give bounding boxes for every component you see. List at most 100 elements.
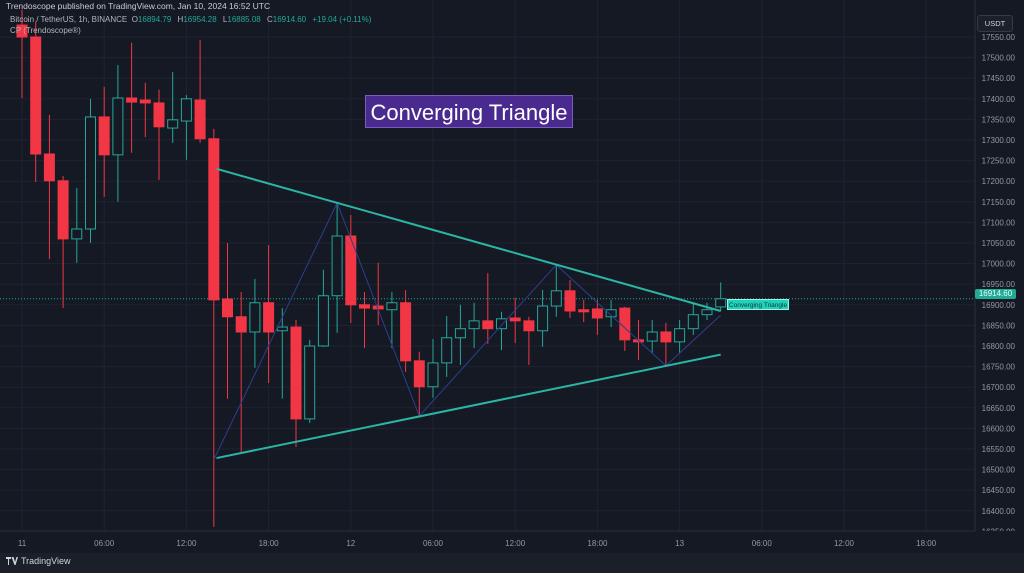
price-tick-label: 17550.00 bbox=[982, 33, 1016, 42]
candle-up bbox=[550, 290, 562, 307]
candle-up bbox=[687, 314, 699, 330]
candle-up bbox=[71, 228, 83, 240]
price-tick-label: 16600.00 bbox=[982, 424, 1016, 433]
candle-down bbox=[194, 99, 206, 140]
candle-down bbox=[57, 180, 69, 240]
candle-down bbox=[591, 308, 603, 319]
footer-bar bbox=[0, 553, 1024, 573]
time-tick-label: 06:00 bbox=[752, 539, 773, 548]
candle-down bbox=[564, 290, 576, 312]
tradingview-logo[interactable]: TradingView bbox=[6, 556, 71, 566]
candle-down bbox=[263, 302, 275, 333]
pattern-title-box[interactable]: Converging Triangle bbox=[365, 95, 573, 128]
lower-trendline bbox=[216, 353, 721, 460]
symbol-name[interactable]: Bitcoin / TetherUS, 1h, BINANCE bbox=[10, 15, 128, 24]
candle-down bbox=[222, 298, 233, 318]
grid bbox=[0, 0, 975, 532]
price-tick-label: 16500.00 bbox=[982, 466, 1016, 475]
price-axis-pane bbox=[975, 0, 1024, 553]
candle-up bbox=[85, 116, 96, 230]
candle-down bbox=[660, 331, 672, 343]
candle-up bbox=[454, 328, 466, 339]
candle-up bbox=[605, 309, 617, 318]
time-tick-label: 18:00 bbox=[259, 539, 280, 548]
price-tick-label: 17200.00 bbox=[982, 177, 1016, 186]
price-tick-label: 17300.00 bbox=[982, 136, 1016, 145]
candle-down bbox=[400, 302, 412, 362]
high-value: 16954.28 bbox=[183, 15, 217, 24]
time-tick-label: 06:00 bbox=[423, 539, 444, 548]
zigzag-line bbox=[213, 201, 722, 460]
price-tick-label: 16650.00 bbox=[982, 404, 1016, 413]
time-axis: 11 06:00 12:00 18:00 12 06:00 12:00 18:00 13 06:0… bbox=[0, 530, 1024, 553]
candle-up bbox=[112, 97, 124, 156]
time-tick-label: 13 bbox=[675, 539, 684, 548]
candle-down bbox=[290, 326, 302, 420]
candle-up bbox=[304, 345, 316, 420]
candle-up bbox=[276, 326, 288, 332]
pattern-label[interactable]: Converging Triangle bbox=[727, 299, 789, 310]
time-tick-label: 12:00 bbox=[834, 539, 855, 548]
price-tick-label: 16900.00 bbox=[982, 301, 1016, 310]
candle-down bbox=[16, 24, 28, 38]
price-tick-label: 16700.00 bbox=[982, 383, 1016, 392]
close-value: 16914.60 bbox=[272, 15, 307, 24]
tradingview-logo-icon bbox=[6, 557, 18, 565]
time-tick-label: 12:00 bbox=[505, 539, 526, 548]
candle-up bbox=[646, 331, 658, 342]
price-tick-label: 17250.00 bbox=[982, 157, 1016, 166]
candle-up bbox=[496, 318, 507, 330]
symbol-legend: Bitcoin / TetherUS, 1h, BINANCE O16894.7… bbox=[10, 15, 375, 24]
change-value: +19.04 (+0.11%) bbox=[312, 15, 372, 24]
price-tick-label: 16550.00 bbox=[982, 445, 1016, 454]
price-tick-label: 16800.00 bbox=[982, 342, 1016, 351]
candle-up bbox=[441, 337, 453, 364]
upper-trendline bbox=[216, 167, 721, 312]
price-tick-label: 17150.00 bbox=[982, 198, 1016, 207]
candle-up bbox=[317, 295, 329, 347]
time-tick-label: 12:00 bbox=[176, 539, 197, 548]
candle-down bbox=[139, 99, 151, 104]
candle-down bbox=[482, 320, 494, 330]
time-tick-label: 12 bbox=[346, 539, 355, 548]
candle-up bbox=[167, 119, 179, 129]
price-tick-label: 17500.00 bbox=[982, 54, 1016, 63]
high-label: H bbox=[177, 15, 184, 24]
price-axis: 17550.00 17500.00 17450.00 17400.00 17350.00… bbox=[974, 0, 1024, 553]
price-tick-label: 17350.00 bbox=[982, 115, 1016, 124]
price-tick-label: 17450.00 bbox=[982, 74, 1016, 83]
open-label: O bbox=[131, 15, 138, 24]
candle-down bbox=[413, 360, 425, 388]
candle-up bbox=[180, 98, 192, 122]
indicator-legend[interactable]: CP (Trendoscope®) bbox=[10, 26, 81, 35]
time-tick-label: 11 bbox=[18, 539, 27, 548]
time-tick-label: 06:00 bbox=[94, 539, 115, 548]
price-tick-label: 17100.00 bbox=[982, 218, 1016, 227]
candle-down bbox=[43, 153, 55, 182]
triangle-lines bbox=[213, 167, 722, 460]
candle-up bbox=[331, 235, 343, 297]
candle-down bbox=[30, 36, 42, 155]
candle-up bbox=[674, 328, 686, 343]
current-price-tag: 16914.60 bbox=[975, 289, 1016, 299]
candlestick-chart[interactable]: 17550.00 17500.00 17450.00 17400.00 17350.00… bbox=[0, 0, 1024, 553]
candle-up bbox=[537, 305, 549, 332]
candle-down bbox=[153, 102, 165, 128]
price-tick-label: 16950.00 bbox=[982, 280, 1016, 289]
candle-up bbox=[386, 302, 398, 311]
candle-up bbox=[249, 302, 261, 333]
price-tick-label: 17400.00 bbox=[982, 95, 1016, 104]
currency-button[interactable]: USDT bbox=[977, 15, 1013, 32]
price-tick-label: 16450.00 bbox=[982, 486, 1016, 495]
low-label: L bbox=[222, 15, 228, 24]
candle-down bbox=[578, 309, 590, 313]
candle-down bbox=[509, 317, 521, 322]
time-axis-pane bbox=[0, 531, 1024, 553]
close-label: C bbox=[266, 15, 273, 24]
time-tick-label: 18:00 bbox=[587, 539, 608, 548]
candle-up bbox=[701, 309, 713, 316]
time-tick-label: 18:00 bbox=[916, 539, 937, 548]
candle-down bbox=[359, 304, 370, 309]
candle-down bbox=[208, 138, 220, 301]
candle-down bbox=[523, 320, 535, 332]
